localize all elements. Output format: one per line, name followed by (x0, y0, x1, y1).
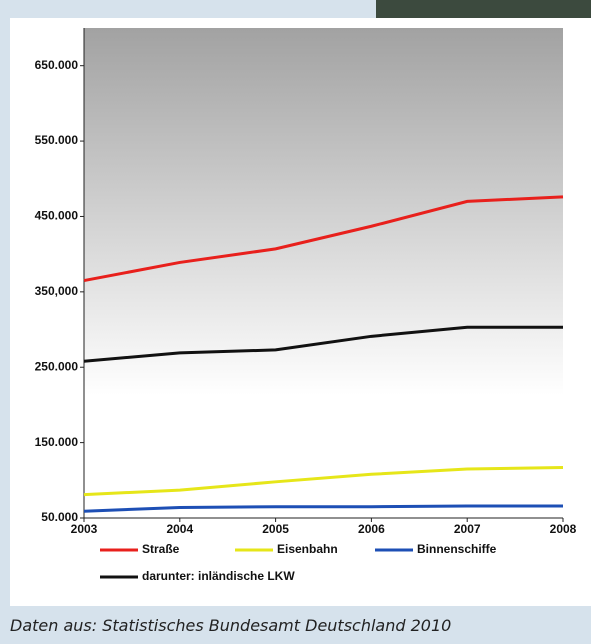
x-tick-label: 2005 (262, 522, 289, 536)
x-tick-label: 2007 (454, 522, 481, 536)
line (83, 504, 563, 513)
y-tick-label: 550.000 (35, 133, 79, 147)
y-tick-label: 50.000 (41, 510, 78, 524)
line (83, 325, 563, 363)
legend-label: Straße (142, 542, 180, 556)
x-tick-label: 2003 (71, 522, 98, 536)
y-tick-label: 450.000 (35, 209, 79, 223)
x-tick-label: 2006 (358, 522, 385, 536)
x-tick-label: 2008 (550, 522, 577, 536)
legend-label: Eisenbahn (277, 542, 338, 556)
y-tick-label: 250.000 (35, 359, 79, 373)
y-tick-label: 650.000 (35, 58, 79, 72)
legend-label: Binnenschiffe (417, 542, 497, 556)
y-tick-label: 150.000 (35, 435, 79, 449)
photo-strip (376, 0, 591, 18)
y-tick-label: 350,000 (35, 284, 79, 298)
line (83, 195, 564, 283)
caption: Daten aus: Statistisches Bundesamt Deuts… (10, 616, 452, 635)
plot-area (84, 28, 563, 518)
x-tick-label: 2004 (166, 522, 193, 536)
legend-label: darunter: inländische LKW (142, 569, 295, 583)
line (83, 465, 564, 497)
